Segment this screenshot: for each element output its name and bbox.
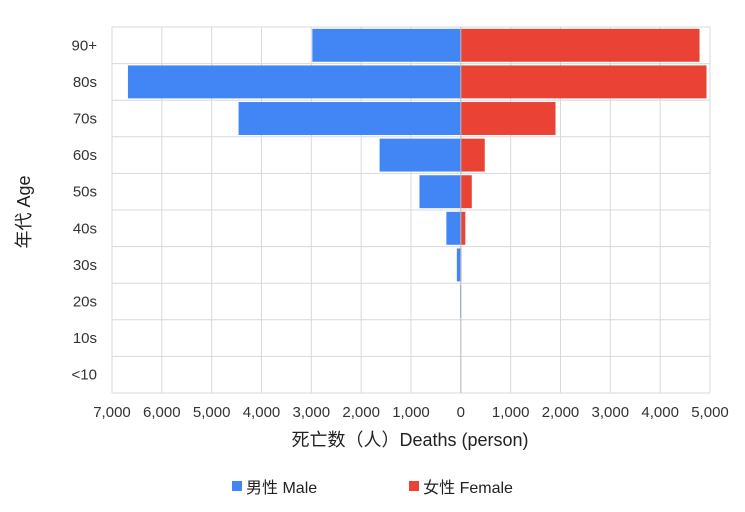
legend-swatch-male xyxy=(232,481,243,491)
bar-male-80s xyxy=(127,65,461,99)
bar-female-90+ xyxy=(460,28,700,62)
bar-male-40s xyxy=(446,211,461,245)
bar-female-50s xyxy=(460,175,472,209)
bar-female-80s xyxy=(460,65,707,99)
x-tick-label: 1,000 xyxy=(392,404,430,421)
legend: 男性 Male 女性 Female xyxy=(0,474,745,498)
y-tick-label: 90+ xyxy=(72,37,98,54)
bars xyxy=(127,27,707,393)
y-tick-label: 20s xyxy=(73,294,97,311)
population-pyramid-chart: 90+ 80s 70s 60s 50s 40s 30s 20s 10s <10 7,000 6,00… xyxy=(14,26,729,450)
bar-female-40s xyxy=(460,211,466,245)
x-tick-label: 4,000 xyxy=(243,404,281,421)
x-tick-label: 2,000 xyxy=(342,404,380,421)
x-tick-label: 4,000 xyxy=(641,404,679,421)
bar-male-30s xyxy=(456,248,461,282)
bar-male-70s xyxy=(238,102,461,135)
x-tick-labels: 7,000 6,000 5,000 4,000 3,000 2,000 1,000 0 1,00… xyxy=(93,404,729,421)
y-tick-label: <10 xyxy=(72,367,97,384)
x-tick-label: 5,000 xyxy=(193,404,231,421)
y-tick-label: 10s xyxy=(73,330,97,347)
x-tick-label: 3,000 xyxy=(592,404,630,421)
x-tick-label: 5,000 xyxy=(691,404,729,421)
y-tick-label: 60s xyxy=(73,147,97,164)
x-tick-label: 2,000 xyxy=(542,404,580,421)
legend-label-male: 男性 Male xyxy=(246,480,318,497)
bar-female-70s xyxy=(460,102,556,135)
y-tick-label: 80s xyxy=(73,74,97,91)
legend-label-female: 女性 Female xyxy=(423,480,513,497)
legend-swatch-female xyxy=(409,481,420,491)
bar-male-50s xyxy=(419,175,461,209)
legend-item-male: 男性 Male xyxy=(232,474,317,498)
x-axis-title: 死亡数（人）Deaths (person) xyxy=(291,430,528,450)
bar-male-60s xyxy=(379,138,461,172)
x-tick-label: 1,000 xyxy=(492,404,530,421)
y-tick-label: 30s xyxy=(73,257,97,274)
y-tick-label: 40s xyxy=(73,220,97,237)
x-tick-label: 0 xyxy=(457,404,465,421)
y-tick-labels: 90+ 80s 70s 60s 50s 40s 30s 20s 10s <10 xyxy=(72,37,98,383)
y-tick-label: 50s xyxy=(73,184,97,201)
x-tick-label: 7,000 xyxy=(93,404,131,421)
bar-male-90+ xyxy=(312,28,461,62)
bar-female-60s xyxy=(460,138,485,172)
y-tick-label: 70s xyxy=(73,111,97,128)
legend-item-female: 女性 Female xyxy=(409,474,513,498)
y-axis-title: 年代 Age xyxy=(14,175,34,248)
x-tick-label: 6,000 xyxy=(143,404,181,421)
x-tick-label: 3,000 xyxy=(293,404,331,421)
